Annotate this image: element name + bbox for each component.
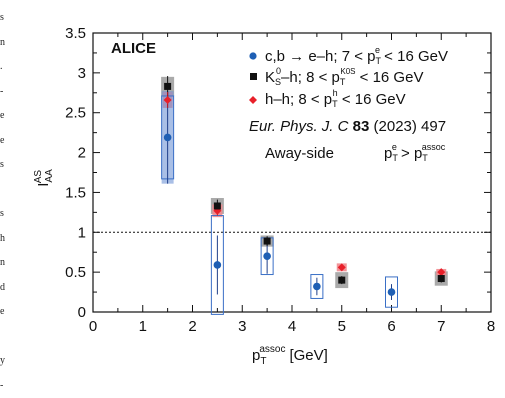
margin-text-line: s [0, 153, 8, 178]
margin-text-line: - [0, 80, 8, 105]
x-tick-label: 2 [188, 318, 196, 335]
journal-year-page: (2023) 497 [374, 118, 447, 135]
data-layer [161, 76, 448, 314]
legend-k0s-ptsub: T [340, 77, 346, 87]
k0s-data-point [338, 277, 345, 284]
k0s-data-point [264, 238, 271, 245]
y-tick-label: 2 [78, 145, 86, 162]
x-axis-label-unit: [GeV] [289, 347, 327, 364]
margin-text-line [0, 325, 8, 350]
legend-marker-circle [249, 52, 256, 59]
x-tick-label: 0 [89, 318, 97, 335]
y-tick-label: 2.5 [65, 105, 86, 122]
x-tick-label: 8 [487, 318, 495, 335]
experiment-label: ALICE [111, 40, 156, 57]
margin-text-line: e [0, 300, 8, 325]
svg-text:KS0–h; 8 < pTK0S < 16 GeV: KS0–h; 8 < pTK0S < 16 GeV [265, 66, 423, 87]
margin-text-line: e [0, 104, 8, 129]
x-tick-label: 3 [238, 318, 246, 335]
legend-k0s-range: < 16 GeV [355, 69, 423, 86]
y-tick-label: 0.5 [65, 264, 86, 281]
x-axis-label: pTassoc[GeV] [252, 344, 328, 367]
x-tick-label: 5 [338, 318, 346, 335]
legend-item-k0s: KS0–h; 8 < pTK0S < 16 GeV [250, 66, 423, 87]
margin-text-line: - [0, 374, 8, 398]
ce-data-point [313, 283, 321, 291]
legend-ce-range: < 16 GeV [380, 48, 448, 65]
legend-item-hh: h–h; 8 < pTh < 16 GeV [249, 88, 406, 109]
y-axis-label-sup: AS [33, 170, 44, 184]
legend-hh-text: h–h; 8 < p [265, 91, 332, 108]
pt-cut-gt: > p [397, 145, 422, 162]
journal-name: Eur. Phys. J. C [249, 118, 349, 135]
y-tick-label: 3.5 [65, 25, 86, 42]
margin-text-line: h [0, 227, 8, 252]
k0s-data-point [164, 83, 171, 90]
ce-data-point [388, 288, 396, 296]
margin-text-line: s [0, 202, 8, 227]
margin-text-line: d [0, 276, 8, 301]
pt-cut-sub2: T [422, 153, 428, 163]
margin-text-line: e [0, 129, 8, 154]
legend-marker-square [250, 73, 257, 80]
margin-text-line [0, 178, 8, 203]
ce-data-point [263, 252, 271, 260]
margin-text-line: n [0, 251, 8, 276]
k0s-data-point [438, 275, 445, 282]
pt-cut-sup2: assoc [422, 142, 446, 152]
y-axis-label-sub: AA [44, 169, 55, 183]
legend-item-ce: c,b → e–h; 7 < pTe < 16 GeV [249, 45, 448, 66]
y-tick-label: 3 [78, 65, 86, 82]
x-tick-label: 7 [437, 318, 445, 335]
svg-text:h–h; 8 < pTh < 16 GeV: h–h; 8 < pTh < 16 GeV [265, 88, 406, 109]
x-axis-label-sup: assoc [259, 344, 285, 355]
margin-text-line: y [0, 349, 8, 374]
svg-text:c,b → e–h; 7 < pTe < 16 GeV: c,b → e–h; 7 < pTe < 16 GeV [265, 45, 448, 66]
legend-hh-range: < 16 GeV [338, 91, 406, 108]
ce-data-point [214, 261, 222, 269]
x-tick-label: 4 [288, 318, 296, 335]
x-tick-label: 6 [387, 318, 395, 335]
away-side-label: Away-side [265, 145, 334, 162]
journal-volume: 83 [353, 118, 370, 135]
y-tick-label: 0 [78, 304, 86, 321]
x-tick-label: 1 [139, 318, 147, 335]
svg-text:IAAAS: IAAAS [33, 169, 55, 187]
y-tick-label: 1.5 [65, 184, 86, 201]
margin-text-line: n [0, 31, 8, 56]
pt-cut-label: pTe > pTassoc [384, 142, 446, 163]
x-axis-label-sub: T [260, 356, 266, 367]
legend-marker-diamond [249, 96, 257, 104]
y-axis-label: IAAAS [33, 169, 55, 187]
k0s-data-point [214, 202, 221, 209]
legend-k0s-rest: –h; 8 < p [281, 69, 340, 86]
legend: c,b → e–h; 7 < pTe < 16 GeV KS0–h; 8 < p… [249, 45, 448, 109]
legend-k0s-ptsup: K0S [340, 67, 355, 76]
margin-text-line: s [0, 6, 8, 31]
margin-text-line: . [0, 55, 8, 80]
legend-k0s-text: K [265, 69, 275, 86]
ce-data-point [164, 134, 172, 142]
journal-reference: Eur. Phys. J. C 83 (2023) 497 [249, 118, 446, 135]
legend-ce-text: c,b → e–h; 7 < p [265, 48, 376, 65]
y-tick-label: 1 [78, 224, 86, 241]
